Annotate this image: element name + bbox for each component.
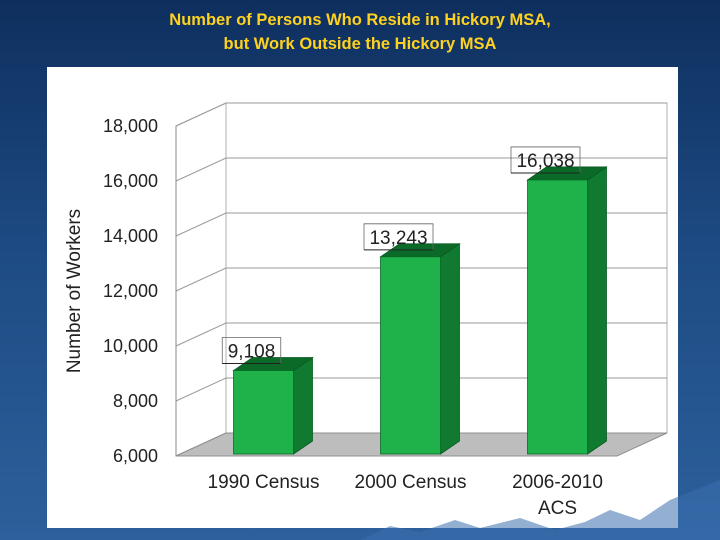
y-tick-label: 10,000 [103,336,158,356]
data-label: 16,038 [516,151,574,172]
y-tick-label: 8,000 [113,391,158,411]
gridline [175,212,667,237]
y-tick-label: 6,000 [113,446,158,466]
y-tick-label: 18,000 [103,116,158,136]
bar-side [440,243,460,455]
data-label: 13,243 [369,228,427,249]
x-tick-label: 1990 Census [208,472,320,493]
gridline [175,102,667,127]
gridline [175,377,667,402]
data-label-box [510,146,581,173]
y-axis-label: Number of Workers [64,209,85,373]
bar-side [293,356,313,455]
mountain-silhouette-decoration [360,480,720,540]
gridline [175,267,667,292]
data-label-box [363,223,434,250]
chart-title-line-2: but Work Outside the Hickory MSA [223,35,497,53]
chart-title: Number of Persons Who Reside in Hickory … [0,8,720,56]
bar [527,179,588,455]
data-label-box [221,337,282,364]
bar [233,370,294,455]
bar-side [587,166,607,455]
chart-panel: 6,000 8,000 10,000 12,000 14,000 16,000 18,000… [47,67,678,528]
y-tick-label: 16,000 [103,171,158,191]
x-tick-label: ACS [538,498,577,519]
x-tick-label: 2000 Census [355,472,467,493]
gridline [175,157,667,182]
y-tick-label: 12,000 [103,281,158,301]
bar-chart: 6,000 8,000 10,000 12,000 14,000 16,000 18,000… [64,102,668,519]
bar [380,256,441,455]
y-tick-label: 14,000 [103,226,158,246]
chart-title-line-1: Number of Persons Who Reside in Hickory … [169,11,551,29]
x-tick-label: 2006-2010 [512,472,603,493]
data-label: 9,108 [228,342,276,363]
gridline [175,322,667,347]
